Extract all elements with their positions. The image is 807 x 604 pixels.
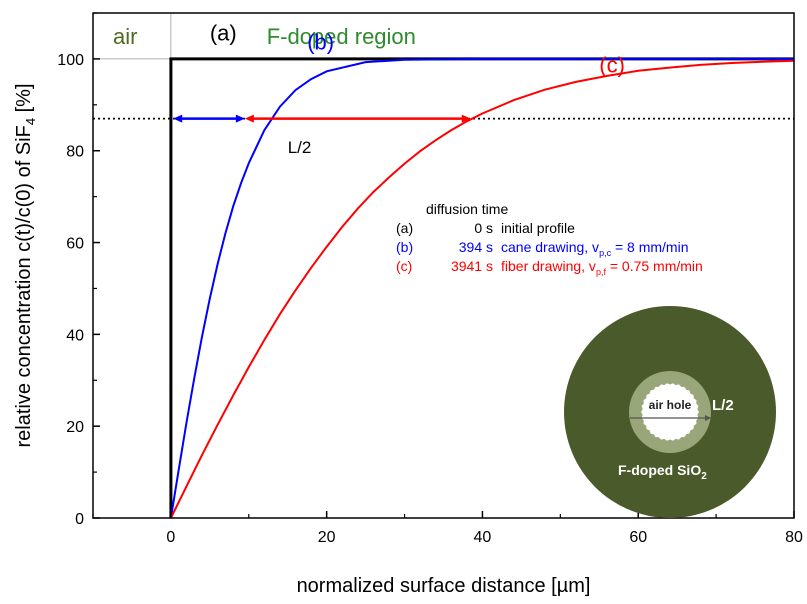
curve-annotation-0: (a) xyxy=(210,21,237,46)
annotation-layer: (a) (b) (c) L/2 xyxy=(210,21,625,157)
distance-arrowhead-right-0 xyxy=(235,114,245,123)
inset-air-hole xyxy=(641,383,699,441)
y-axis-label-unit: [%] xyxy=(13,83,35,117)
x-tick-label: 0 xyxy=(166,529,175,546)
legend-row-description: initial profile xyxy=(501,220,575,236)
curve-annotation-1: (b) xyxy=(307,30,334,55)
x-axis-label: normalized surface distance [µm] xyxy=(297,575,591,597)
distance-arrowhead-left-0 xyxy=(173,114,183,123)
y-tick-label: 80 xyxy=(66,144,84,161)
legend-row-desc-sub: p,c xyxy=(599,248,612,258)
distance-arrowhead-left-1 xyxy=(244,114,254,123)
x-tick-label: 20 xyxy=(318,529,336,546)
y-tick-label: 20 xyxy=(66,419,84,436)
distance-arrowhead-right-1 xyxy=(461,114,471,123)
curve-annotation-3: L/2 xyxy=(288,138,312,157)
legend-row-desc-end: = 8 mm/min xyxy=(611,239,688,255)
arrow-layer xyxy=(173,114,471,123)
series-layer xyxy=(169,57,795,519)
curve-annotation-2: (c) xyxy=(599,53,625,78)
legend-row: (c) 3941 s fiber drawing, vp,f = 0.75 mm/m… xyxy=(396,258,703,277)
x-tick-label: 60 xyxy=(629,529,647,546)
air-region-label: air xyxy=(113,24,137,49)
legend-row-desc-main: initial profile xyxy=(501,220,575,236)
inset-outer-label-sub: 2 xyxy=(701,471,707,482)
x-tick-label: 40 xyxy=(474,529,492,546)
y-tick-label: 0 xyxy=(75,511,84,528)
inset-outer-label-main: F-doped SiO xyxy=(618,462,701,478)
fiber-cross-section-inset: air hole L/2 F-doped SiO2 xyxy=(564,306,776,518)
legend-row-desc-sub: p,f xyxy=(596,267,607,277)
legend-row-id: (a) xyxy=(396,220,413,236)
plot-frame xyxy=(92,12,795,519)
doped-region-label: F-doped region xyxy=(267,24,416,49)
legend-row-id: (b) xyxy=(396,239,413,255)
legend-row: (b) 394 s cane drawing, vp,c = 8 mm/min xyxy=(396,239,688,258)
legend-row-time: 3941 s xyxy=(451,258,493,274)
inset-ring-label: L/2 xyxy=(712,397,734,414)
x-tick-label: 80 xyxy=(785,529,803,546)
y-tick-label: 40 xyxy=(66,327,84,344)
inset-air-hole-label: air hole xyxy=(649,398,692,412)
inset-measure-arrowhead xyxy=(705,415,711,421)
ticks-layer: 0 20 40 60 80 0 20 40 60 80 100 xyxy=(57,12,803,546)
y-axis-label-subscript: 4 xyxy=(23,118,38,125)
y-axis-label-main: relative concentration c(t)/c(0) of SiF xyxy=(13,125,35,447)
y-tick-label: 100 xyxy=(57,52,84,69)
legend-row: (a) 0 s initial profile xyxy=(396,220,575,236)
legend-row-time: 394 s xyxy=(459,239,493,255)
legend: diffusion time (a) 0 s initial profile (b) 39… xyxy=(396,201,703,277)
inset-outer-label: F-doped SiO2 xyxy=(618,462,707,482)
legend-row-description: cane drawing, vp,c = 8 mm/min xyxy=(501,239,688,258)
legend-row-id: (c) xyxy=(396,258,412,274)
series-line-2 xyxy=(170,59,795,519)
legend-row-time: 0 s xyxy=(474,220,493,236)
series-line-1 xyxy=(169,57,794,519)
legend-row-description: fiber drawing, vp,f = 0.75 mm/min xyxy=(501,258,703,277)
legend-row-desc-end: = 0.75 mm/min xyxy=(606,258,703,274)
legend-row-desc-main: cane drawing, v xyxy=(501,239,599,255)
legend-title: diffusion time xyxy=(426,201,508,217)
y-tick-label: 60 xyxy=(66,236,84,253)
legend-row-desc-main: fiber drawing, v xyxy=(501,258,596,274)
y-axis-label: relative concentration c(t)/c(0) of SiF4… xyxy=(13,83,38,447)
